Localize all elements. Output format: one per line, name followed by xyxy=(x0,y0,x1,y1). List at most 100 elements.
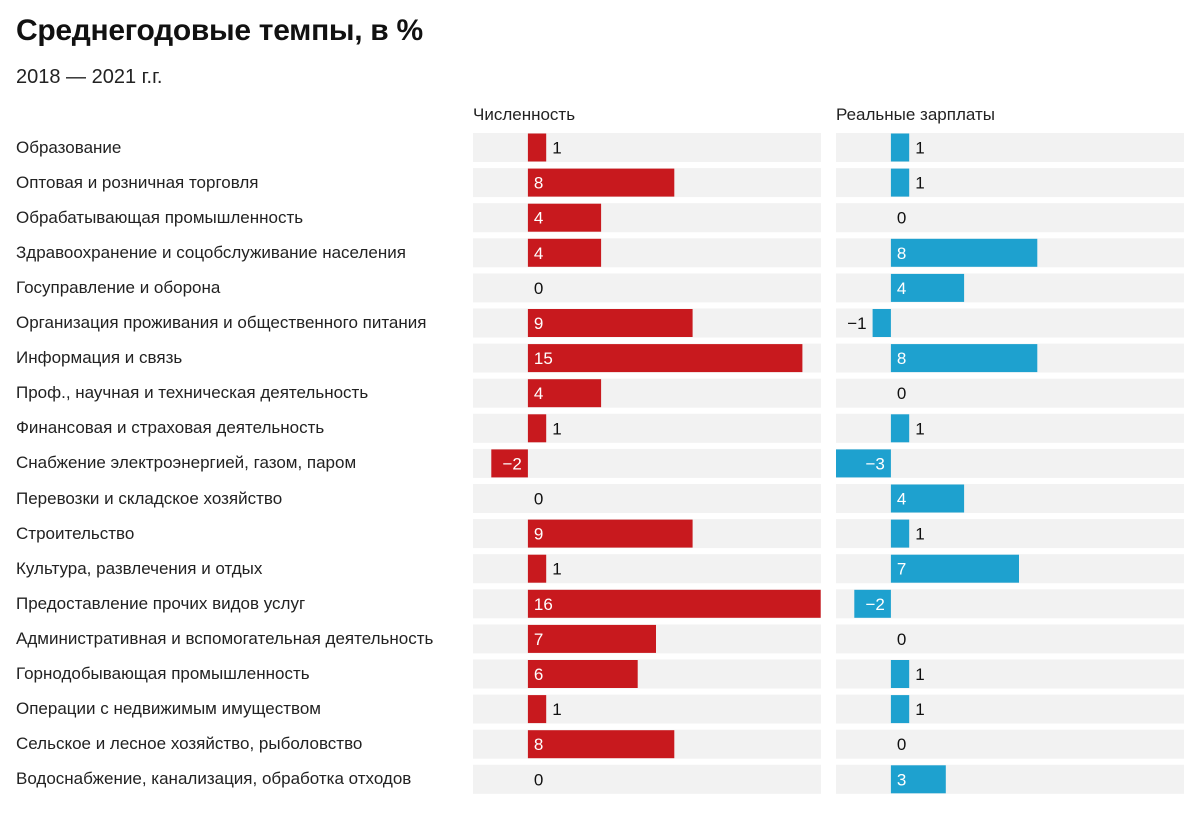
category-label: Здравоохранение и соцобслуживание населе… xyxy=(16,242,406,262)
row-background xyxy=(836,729,1184,759)
numbers-value-label: 9 xyxy=(534,314,543,333)
row-background xyxy=(473,554,821,584)
row-background xyxy=(836,519,1184,549)
wages-bar xyxy=(872,309,891,337)
numbers-value-label: 1 xyxy=(552,560,561,579)
wages-value-label: 1 xyxy=(915,700,924,719)
category-label: Административная и вспомогательная деяте… xyxy=(16,628,434,648)
row-background xyxy=(473,659,821,689)
category-label: Строительство xyxy=(16,523,135,543)
category-label: Оптовая и розничная торговля xyxy=(16,172,259,192)
row-background xyxy=(836,133,1184,162)
wages-bar xyxy=(890,133,910,162)
wages-value-label: 0 xyxy=(897,630,906,649)
wages-value-label: 1 xyxy=(915,665,924,684)
numbers-value-label: 4 xyxy=(534,209,543,228)
column-header-numbers: Численность xyxy=(473,105,576,124)
numbers-value-label: 6 xyxy=(534,665,543,684)
wages-bar xyxy=(890,168,910,197)
numbers-bar xyxy=(527,519,693,548)
row-background xyxy=(836,764,1184,794)
row-background xyxy=(836,448,1184,478)
category-label: Сельское и лесное хозяйство, рыболовство xyxy=(16,734,363,754)
chart-title: Среднегодовые темпы, в % xyxy=(16,14,423,47)
numbers-value-label: 9 xyxy=(534,525,543,544)
numbers-value-label: 1 xyxy=(552,419,561,438)
row-background xyxy=(473,764,821,794)
row-background xyxy=(473,484,821,513)
wages-value-label: −1 xyxy=(847,314,866,333)
wages-bar xyxy=(890,414,910,443)
row-background xyxy=(836,203,1184,233)
wages-bar xyxy=(890,765,946,794)
category-label: Культура, развлечения и отдых xyxy=(16,558,263,578)
category-label: Предоставление прочих видов услуг xyxy=(16,593,306,613)
row-background xyxy=(473,238,821,268)
wages-value-label: 1 xyxy=(915,139,924,158)
wages-value-label: 1 xyxy=(915,419,924,438)
numbers-value-label: 7 xyxy=(534,630,543,649)
numbers-bar xyxy=(527,695,547,724)
numbers-bar xyxy=(527,238,602,267)
wages-bar xyxy=(890,519,910,548)
numbers-value-label: 0 xyxy=(534,490,543,509)
row-background xyxy=(836,589,1184,619)
numbers-value-label: 0 xyxy=(534,279,543,298)
numbers-bar xyxy=(491,449,528,478)
wages-value-label: 1 xyxy=(915,174,924,193)
row-background xyxy=(473,203,821,233)
numbers-value-label: 15 xyxy=(534,349,553,368)
numbers-value-label: 4 xyxy=(534,244,543,263)
row-background xyxy=(473,378,821,408)
numbers-bar xyxy=(527,344,803,373)
wages-value-label: 0 xyxy=(897,209,906,228)
row-background xyxy=(836,378,1184,408)
numbers-bar xyxy=(527,379,602,408)
category-label: Госуправление и оборона xyxy=(16,277,221,297)
row-background xyxy=(473,413,821,443)
category-label: Горнодобывающая промышленность xyxy=(16,664,310,683)
wages-bar xyxy=(890,660,910,688)
wages-bar xyxy=(890,695,910,724)
numbers-value-label: 16 xyxy=(534,595,553,614)
numbers-value-label: −2 xyxy=(503,454,522,473)
numbers-bar xyxy=(527,203,602,232)
wages-value-label: −2 xyxy=(866,595,885,614)
numbers-bar xyxy=(527,730,675,759)
category-label: Проф., научная и техническая деятельност… xyxy=(16,383,369,403)
wages-value-label: 4 xyxy=(897,490,906,509)
column-header-wages: Реальные зарплаты xyxy=(836,105,995,124)
category-label: Финансовая и страховая деятельность xyxy=(16,418,325,438)
row-background xyxy=(836,168,1184,198)
category-label: Информация и связь xyxy=(16,348,183,368)
numbers-value-label: 8 xyxy=(534,735,543,754)
wages-value-label: 8 xyxy=(897,244,906,263)
wages-bar xyxy=(890,554,1019,583)
category-label: Обрабатывающая промышленность xyxy=(16,207,304,227)
row-background xyxy=(836,308,1184,338)
row-background xyxy=(836,624,1184,654)
row-background xyxy=(473,273,821,303)
row-background xyxy=(473,694,821,724)
row-background xyxy=(836,413,1184,443)
wages-value-label: 1 xyxy=(915,525,924,544)
numbers-bar xyxy=(527,133,547,162)
numbers-bar xyxy=(527,309,693,337)
wages-bar xyxy=(854,589,891,618)
wages-value-label: 4 xyxy=(897,279,906,298)
numbers-bar xyxy=(527,414,547,443)
numbers-bar xyxy=(527,554,547,583)
row-background xyxy=(473,448,821,478)
row-background xyxy=(836,659,1184,689)
numbers-bar xyxy=(527,589,821,618)
numbers-value-label: 8 xyxy=(534,174,543,193)
wages-bar xyxy=(890,238,1038,267)
numbers-value-label: 0 xyxy=(534,770,543,789)
wages-bar xyxy=(890,273,965,302)
wages-bar xyxy=(890,344,1038,373)
wages-bar xyxy=(836,449,891,478)
row-background xyxy=(836,484,1184,513)
wages-value-label: 0 xyxy=(897,384,906,403)
category-label: Образование xyxy=(16,137,122,157)
